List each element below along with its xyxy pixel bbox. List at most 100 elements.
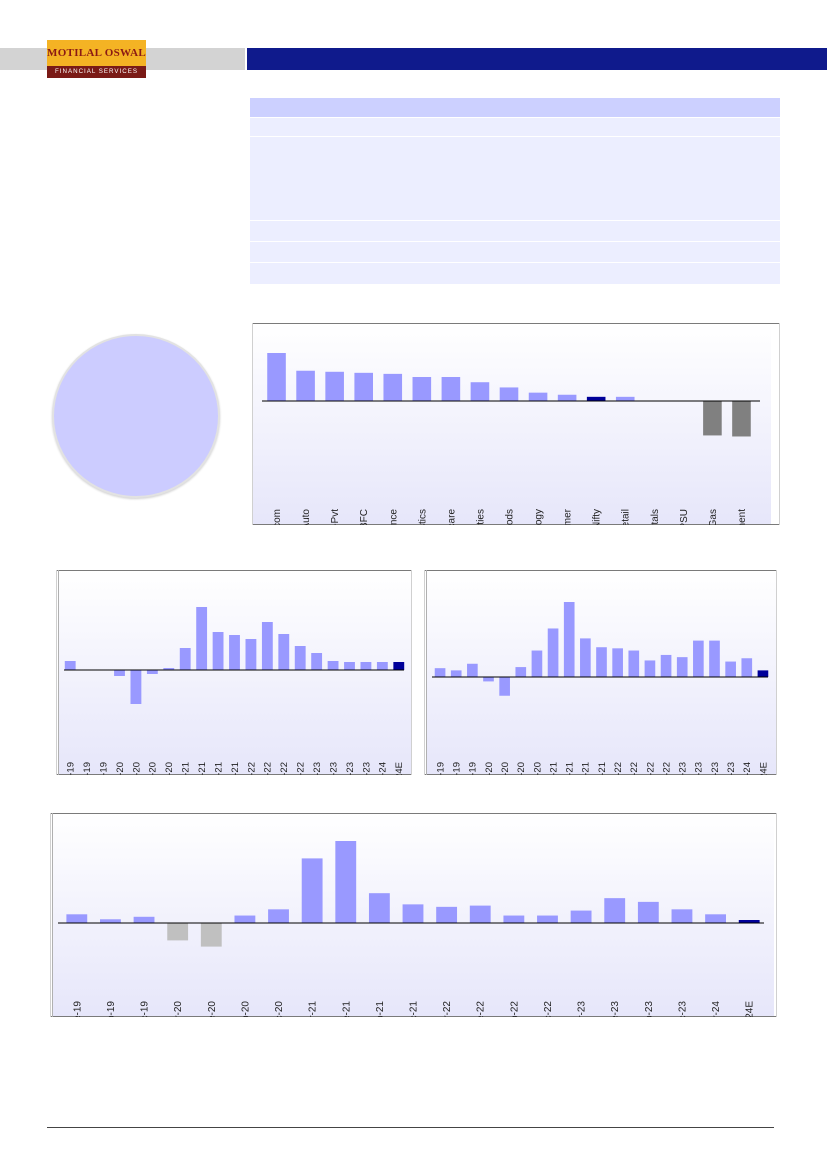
category-label: Mar-23 bbox=[312, 762, 323, 775]
category-label: Sep-19 bbox=[106, 1001, 117, 1017]
category-label: Metals bbox=[650, 509, 661, 525]
category-label: Mar-20 bbox=[484, 762, 495, 775]
category-label: Technology bbox=[534, 509, 545, 525]
category-label: Dec-22 bbox=[296, 762, 307, 775]
quarterly-chart-left: June-19 Sep-19 Dec-19 Mar-20 June-20 Sep-20 De… bbox=[56, 570, 412, 775]
bar-cap-goods bbox=[499, 387, 519, 401]
bar-logistics bbox=[412, 377, 432, 401]
category-label: Dec-23 bbox=[361, 762, 372, 775]
category-label: Mar-21 bbox=[548, 762, 559, 775]
quarterly-chart-right-svg: June-19 Sep-19 Dec-19 Mar-20 June-20 Sep-20 De… bbox=[424, 570, 777, 775]
summary-table-header bbox=[250, 98, 780, 117]
category-label: Sep-19 bbox=[452, 762, 463, 775]
category-label: Mar-21 bbox=[181, 762, 192, 775]
bar-dec-21 bbox=[402, 904, 424, 923]
bar-mar-21 bbox=[547, 628, 559, 677]
bar-june-20 bbox=[499, 677, 510, 696]
bar-consumer bbox=[557, 394, 577, 401]
bar-sep-22 bbox=[278, 634, 290, 670]
category-label: Dec-20 bbox=[274, 1001, 285, 1017]
bar-sep-21 bbox=[368, 893, 390, 923]
category-label: Sep-20 bbox=[516, 762, 527, 775]
category-label: June-24E bbox=[745, 1001, 756, 1017]
category-label: Oil & Gas bbox=[708, 509, 719, 525]
bar-sep-21 bbox=[212, 632, 224, 670]
category-label: Mar-23 bbox=[577, 1001, 588, 1017]
category-label: Dec-19 bbox=[468, 762, 479, 775]
category-label: Sep-23 bbox=[345, 762, 356, 775]
category-label: June-22 bbox=[476, 1001, 487, 1017]
bar-mar-24 bbox=[741, 658, 753, 677]
bar-june-21 bbox=[196, 607, 208, 670]
category-label: June-21 bbox=[565, 762, 576, 775]
bar-mar-22 bbox=[436, 906, 458, 923]
bar-retail bbox=[615, 396, 635, 401]
footer-rule bbox=[47, 1127, 774, 1128]
bar-june-21 bbox=[335, 841, 357, 923]
category-label: June-20 bbox=[207, 1001, 218, 1017]
category-label: Dec-23 bbox=[726, 762, 737, 775]
bar-sep-20 bbox=[515, 667, 527, 677]
sector-chart-svg: Telecom Auto Banks-Pvt NBFC Insurance Logisti… bbox=[252, 323, 780, 525]
bar-mar-24 bbox=[705, 914, 726, 923]
bar-sep-23 bbox=[344, 662, 355, 670]
category-label: Mar-22 bbox=[613, 762, 624, 775]
bar-june-21 bbox=[563, 602, 575, 677]
sector-chart: Telecom Auto Banks-Pvt NBFC Insurance Logisti… bbox=[252, 323, 780, 525]
category-label: Nifty bbox=[592, 509, 603, 525]
category-label: Consumer bbox=[563, 508, 574, 525]
bar-mar-22 bbox=[612, 648, 623, 677]
category-label: Mar-22 bbox=[442, 1001, 453, 1017]
bar-june-22 bbox=[261, 622, 273, 670]
category-label: June-21 bbox=[341, 1001, 352, 1017]
bar-dec-23 bbox=[671, 909, 693, 923]
category-label: June-20 bbox=[131, 762, 142, 775]
bar-dec-21 bbox=[229, 635, 240, 670]
bar-utilities bbox=[470, 382, 490, 401]
bar-sep-22 bbox=[503, 915, 525, 923]
bar-dec-22 bbox=[294, 646, 306, 670]
bar-cement bbox=[732, 401, 751, 437]
bar-june-22 bbox=[628, 650, 640, 677]
table-row-divider bbox=[250, 262, 780, 263]
bar-dec-20 bbox=[531, 650, 543, 677]
logo-tagline: FINANCIAL SERVICES bbox=[47, 66, 146, 78]
table-row-divider bbox=[250, 220, 780, 221]
bar-sep-20 bbox=[146, 670, 158, 674]
category-label: June-20 bbox=[500, 762, 511, 775]
bar-banks-pvt bbox=[325, 371, 344, 401]
category-label: Auto bbox=[301, 509, 312, 525]
category-label: June-21 bbox=[197, 762, 208, 775]
bar-mar-20 bbox=[167, 923, 189, 941]
category-label: Dec-19 bbox=[140, 1001, 151, 1017]
category-label: Dec-21 bbox=[597, 762, 608, 775]
bar-mar-23 bbox=[570, 910, 592, 923]
category-label: June-24E bbox=[394, 762, 405, 775]
category-label: June-22 bbox=[629, 762, 640, 775]
bar-sep-23 bbox=[637, 901, 659, 923]
bar-june-19 bbox=[434, 668, 446, 677]
category-label: Mar-20 bbox=[115, 762, 126, 775]
category-label: Sep-21 bbox=[213, 762, 224, 775]
bar-sep-21 bbox=[580, 638, 591, 677]
highlight-circle bbox=[52, 334, 220, 498]
bar-june-22 bbox=[469, 905, 491, 923]
bar-mar-20 bbox=[483, 677, 494, 682]
category-label: Mar-22 bbox=[246, 762, 257, 775]
bar-nbfc bbox=[354, 372, 374, 401]
category-label: Mar-23 bbox=[678, 762, 689, 775]
category-label: Sep-21 bbox=[581, 762, 592, 775]
category-label: Dec-21 bbox=[409, 1001, 420, 1017]
quarterly-chart-wide: June-19 Sep-19 Dec-19 Mar-20 June-20 Sep-20 De… bbox=[50, 813, 777, 1017]
bar-dec-19 bbox=[467, 663, 478, 677]
category-label: Dec-19 bbox=[98, 762, 109, 775]
quarterly-chart-left-svg: June-19 Sep-19 Dec-19 Mar-20 June-20 Sep-20 De… bbox=[56, 570, 412, 775]
bar-mar-22 bbox=[245, 639, 257, 670]
category-label: June-24E bbox=[758, 762, 769, 775]
category-label: June-19 bbox=[66, 762, 77, 775]
bar-june-23 bbox=[604, 898, 626, 923]
bar-june-24e bbox=[393, 662, 405, 670]
plot-area bbox=[58, 570, 412, 775]
category-label: Sep-21 bbox=[375, 1001, 386, 1017]
category-label: Banks-Pvt bbox=[330, 509, 341, 525]
